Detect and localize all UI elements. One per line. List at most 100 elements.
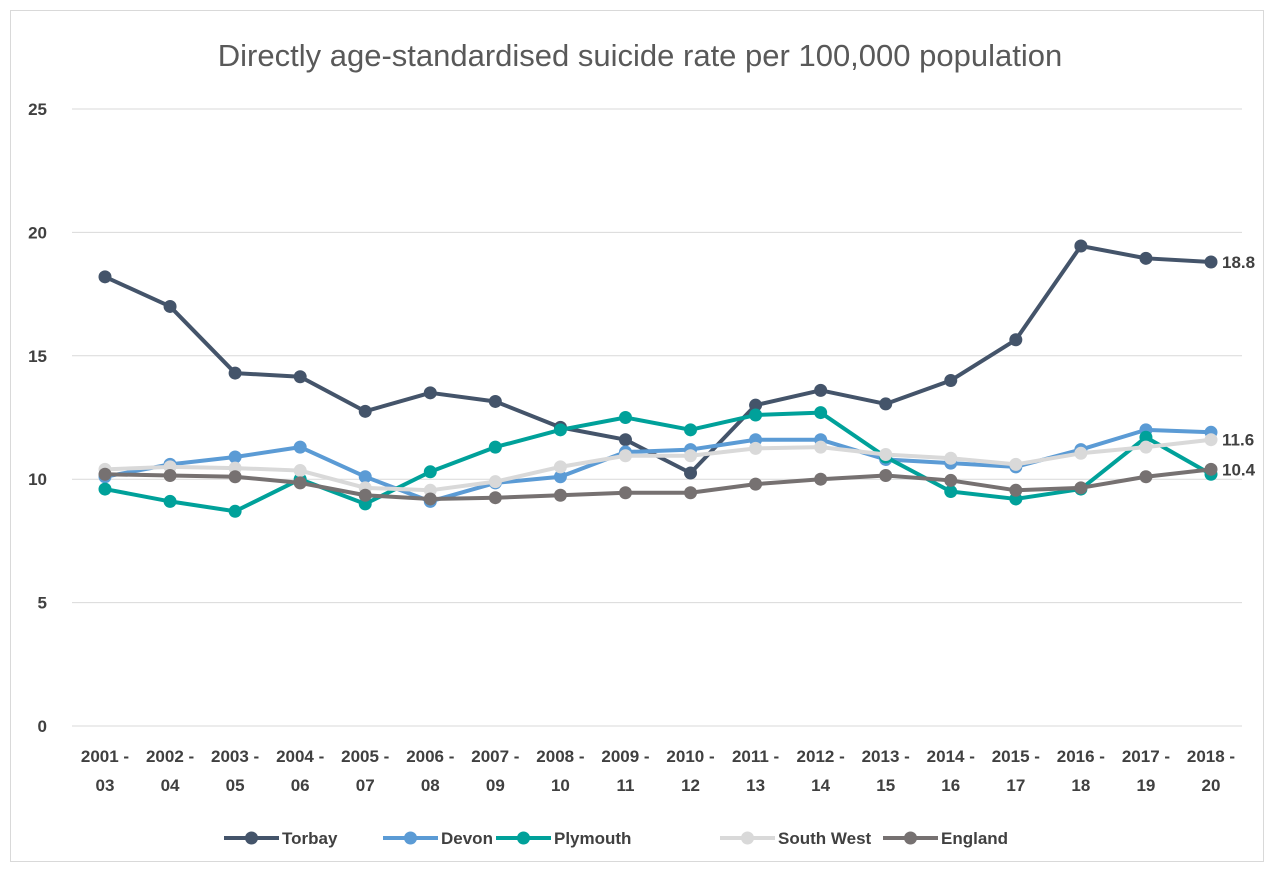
data-point	[488, 491, 502, 505]
data-point	[1204, 433, 1218, 447]
data-point	[488, 394, 502, 408]
data-point	[1139, 430, 1153, 444]
data-point	[423, 386, 437, 400]
series-england	[98, 462, 1218, 506]
legend-swatch-marker	[741, 831, 754, 845]
x-tick-label: 2015 -	[992, 747, 1040, 766]
data-point	[488, 440, 502, 454]
y-tick-label: 15	[28, 347, 47, 366]
legend-label: Plymouth	[554, 829, 631, 848]
data-point	[1009, 333, 1023, 347]
legend-item-south-west: South West	[720, 829, 872, 848]
legend-swatch-marker	[245, 831, 258, 845]
series-line	[104, 467, 1212, 501]
x-tick-label: 2008 -	[536, 747, 584, 766]
x-tick-label: 2007 -	[471, 747, 519, 766]
legend-swatch-marker	[404, 831, 417, 845]
data-point	[98, 467, 112, 481]
end-value-label: 11.6	[1222, 431, 1254, 450]
x-tick-label: 2010 -	[666, 747, 714, 766]
series-group	[98, 239, 1218, 518]
data-point	[814, 383, 828, 397]
legend-swatch-marker	[904, 831, 917, 845]
x-axis-ticks: 2001 - 03 2002 - 04 2003 - 05 2004 - 06 2005 - 07…	[81, 747, 1235, 795]
data-point	[1074, 446, 1088, 460]
data-point	[814, 472, 828, 486]
x-tick-label: 2012 -	[797, 747, 845, 766]
data-point	[879, 468, 893, 482]
data-point	[749, 398, 763, 412]
y-tick-label: 10	[28, 470, 47, 489]
data-point	[553, 488, 567, 502]
data-point	[163, 468, 177, 482]
data-point	[228, 470, 242, 484]
legend-label: Devon	[441, 829, 493, 848]
data-point	[1204, 462, 1218, 476]
data-point	[749, 408, 763, 422]
x-tick-label: 2003 -	[211, 747, 259, 766]
x-tick-label: 14	[811, 776, 830, 795]
x-tick-label: 2014 -	[927, 747, 975, 766]
x-tick-label: 09	[486, 776, 505, 795]
data-point	[684, 449, 698, 463]
y-tick-label: 20	[28, 223, 47, 242]
x-tick-label: 2001 -	[81, 747, 129, 766]
x-tick-label: 13	[746, 776, 765, 795]
data-point	[98, 270, 112, 284]
y-tick-label: 5	[38, 594, 47, 613]
x-tick-label: 2016 -	[1057, 747, 1105, 766]
data-point	[553, 470, 567, 484]
data-point	[618, 486, 632, 500]
data-point	[358, 488, 372, 502]
data-point	[228, 504, 242, 518]
end-value-label: 10.4	[1222, 460, 1256, 479]
x-tick-label: 2013 -	[862, 747, 910, 766]
legend-item-devon: Devon	[383, 829, 493, 848]
data-point	[944, 473, 958, 487]
data-point	[879, 448, 893, 462]
y-tick-label: 25	[28, 100, 47, 119]
data-point	[618, 449, 632, 463]
data-point	[488, 475, 502, 489]
x-tick-label: 10	[551, 776, 570, 795]
data-point	[293, 476, 307, 490]
data-point	[814, 406, 828, 420]
x-tick-label: 08	[421, 776, 440, 795]
legend-label: England	[941, 829, 1008, 848]
legend-item-england: England	[883, 829, 1008, 848]
series-torbay	[98, 239, 1218, 480]
x-tick-label: 05	[226, 776, 245, 795]
data-point	[293, 440, 307, 454]
data-point	[684, 423, 698, 437]
series-line	[104, 243, 1212, 476]
x-tick-label: 12	[681, 776, 700, 795]
data-point	[944, 451, 958, 465]
data-point	[1139, 251, 1153, 265]
data-point	[1009, 483, 1023, 497]
chart-frame	[10, 10, 1264, 862]
x-tick-label: 2011 -	[732, 747, 779, 766]
data-point	[749, 441, 763, 455]
data-point	[1139, 440, 1153, 454]
chart-title: Directly age-standardised suicide rate p…	[218, 38, 1062, 73]
data-point	[1204, 255, 1218, 269]
x-tick-label: 03	[96, 776, 115, 795]
x-tick-label: 15	[876, 776, 895, 795]
x-tick-label: 19	[1136, 776, 1155, 795]
data-point	[553, 423, 567, 437]
x-tick-label: 2009 -	[601, 747, 649, 766]
data-point	[163, 299, 177, 313]
data-point	[228, 450, 242, 464]
x-tick-label: 2004 -	[276, 747, 324, 766]
data-point	[749, 477, 763, 491]
data-point	[228, 366, 242, 380]
data-point	[358, 470, 372, 484]
x-tick-label: 07	[356, 776, 375, 795]
series-line	[104, 437, 1212, 493]
data-point	[358, 404, 372, 418]
x-tick-label: 16	[941, 776, 960, 795]
series-plymouth	[98, 406, 1218, 518]
x-tick-label: 2005 -	[341, 747, 389, 766]
data-point	[1074, 481, 1088, 495]
